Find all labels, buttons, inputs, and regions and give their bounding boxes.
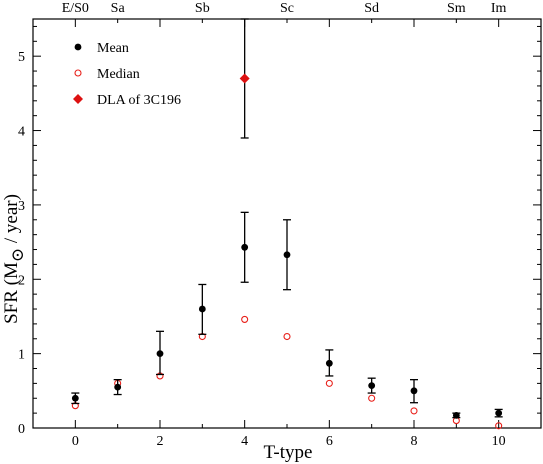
- top-axis-labels: E/S0 Sa Sb Sc Sd Sm Im: [62, 1, 507, 16]
- median-point: [368, 394, 376, 402]
- y-tick-label: 3: [18, 199, 25, 214]
- top-axis-label: E/S0: [62, 1, 89, 16]
- legend-marker-dla: [73, 94, 83, 104]
- x-tick-label: 0: [72, 434, 79, 449]
- dla-point: [239, 73, 250, 84]
- y-axis-label-sun-symbol: ⊙: [8, 248, 27, 262]
- median-point: [410, 407, 418, 415]
- x-axis-label: T-type: [264, 442, 313, 463]
- median-point: [495, 422, 503, 430]
- mean-point: [241, 243, 249, 251]
- top-axis-label: Sd: [364, 1, 379, 16]
- median-point: [325, 379, 333, 387]
- mean-point: [368, 382, 376, 390]
- mean-point: [198, 305, 206, 313]
- median-point: [241, 315, 249, 323]
- y-axis-label-main: SFR (M: [1, 262, 22, 324]
- mean-point: [325, 359, 333, 367]
- median-point: [283, 332, 291, 341]
- y-tick-label: 1: [18, 348, 25, 363]
- x-tick-label: 10: [492, 434, 506, 449]
- top-axis-label: Sc: [280, 1, 294, 16]
- mean-point: [71, 394, 79, 402]
- mean-point: [156, 350, 164, 358]
- plot-area: [71, 18, 503, 430]
- x-tick-label: 4: [241, 434, 248, 449]
- y-tick-label: 2: [18, 273, 25, 288]
- top-axis-label: Im: [491, 1, 507, 16]
- y-tick-label: 4: [18, 125, 25, 140]
- mean-point: [283, 251, 291, 259]
- mean-point: [452, 411, 460, 419]
- legend-marker-median: [74, 69, 82, 77]
- top-axis-label: Sa: [111, 1, 126, 16]
- mean-point: [410, 387, 418, 395]
- legend-label: DLA of 3C196: [97, 93, 181, 108]
- mean-point: [114, 383, 122, 391]
- y-axis-label-tail: / year): [1, 194, 22, 248]
- y-tick-label: 5: [18, 50, 25, 65]
- x-tick-label: 6: [326, 434, 333, 449]
- top-axis-label: Sm: [447, 1, 466, 16]
- y-tick-label: 0: [18, 422, 25, 437]
- x-tick-label: 2: [157, 434, 164, 449]
- top-axis-label: Sb: [195, 1, 210, 16]
- legend-label: Mean: [97, 41, 129, 56]
- x-tick-label: 8: [411, 434, 418, 449]
- tick-marks: 0 2 4 6 8 10 0 1 2 3 4 5: [18, 19, 541, 449]
- legend-marker-mean: [74, 43, 82, 51]
- mean-point: [495, 409, 503, 417]
- y-axis-label: SFR (M⊙ / year): [1, 194, 27, 324]
- legend-label: Median: [97, 67, 140, 82]
- legend: Mean Median DLA of 3C196: [73, 41, 181, 108]
